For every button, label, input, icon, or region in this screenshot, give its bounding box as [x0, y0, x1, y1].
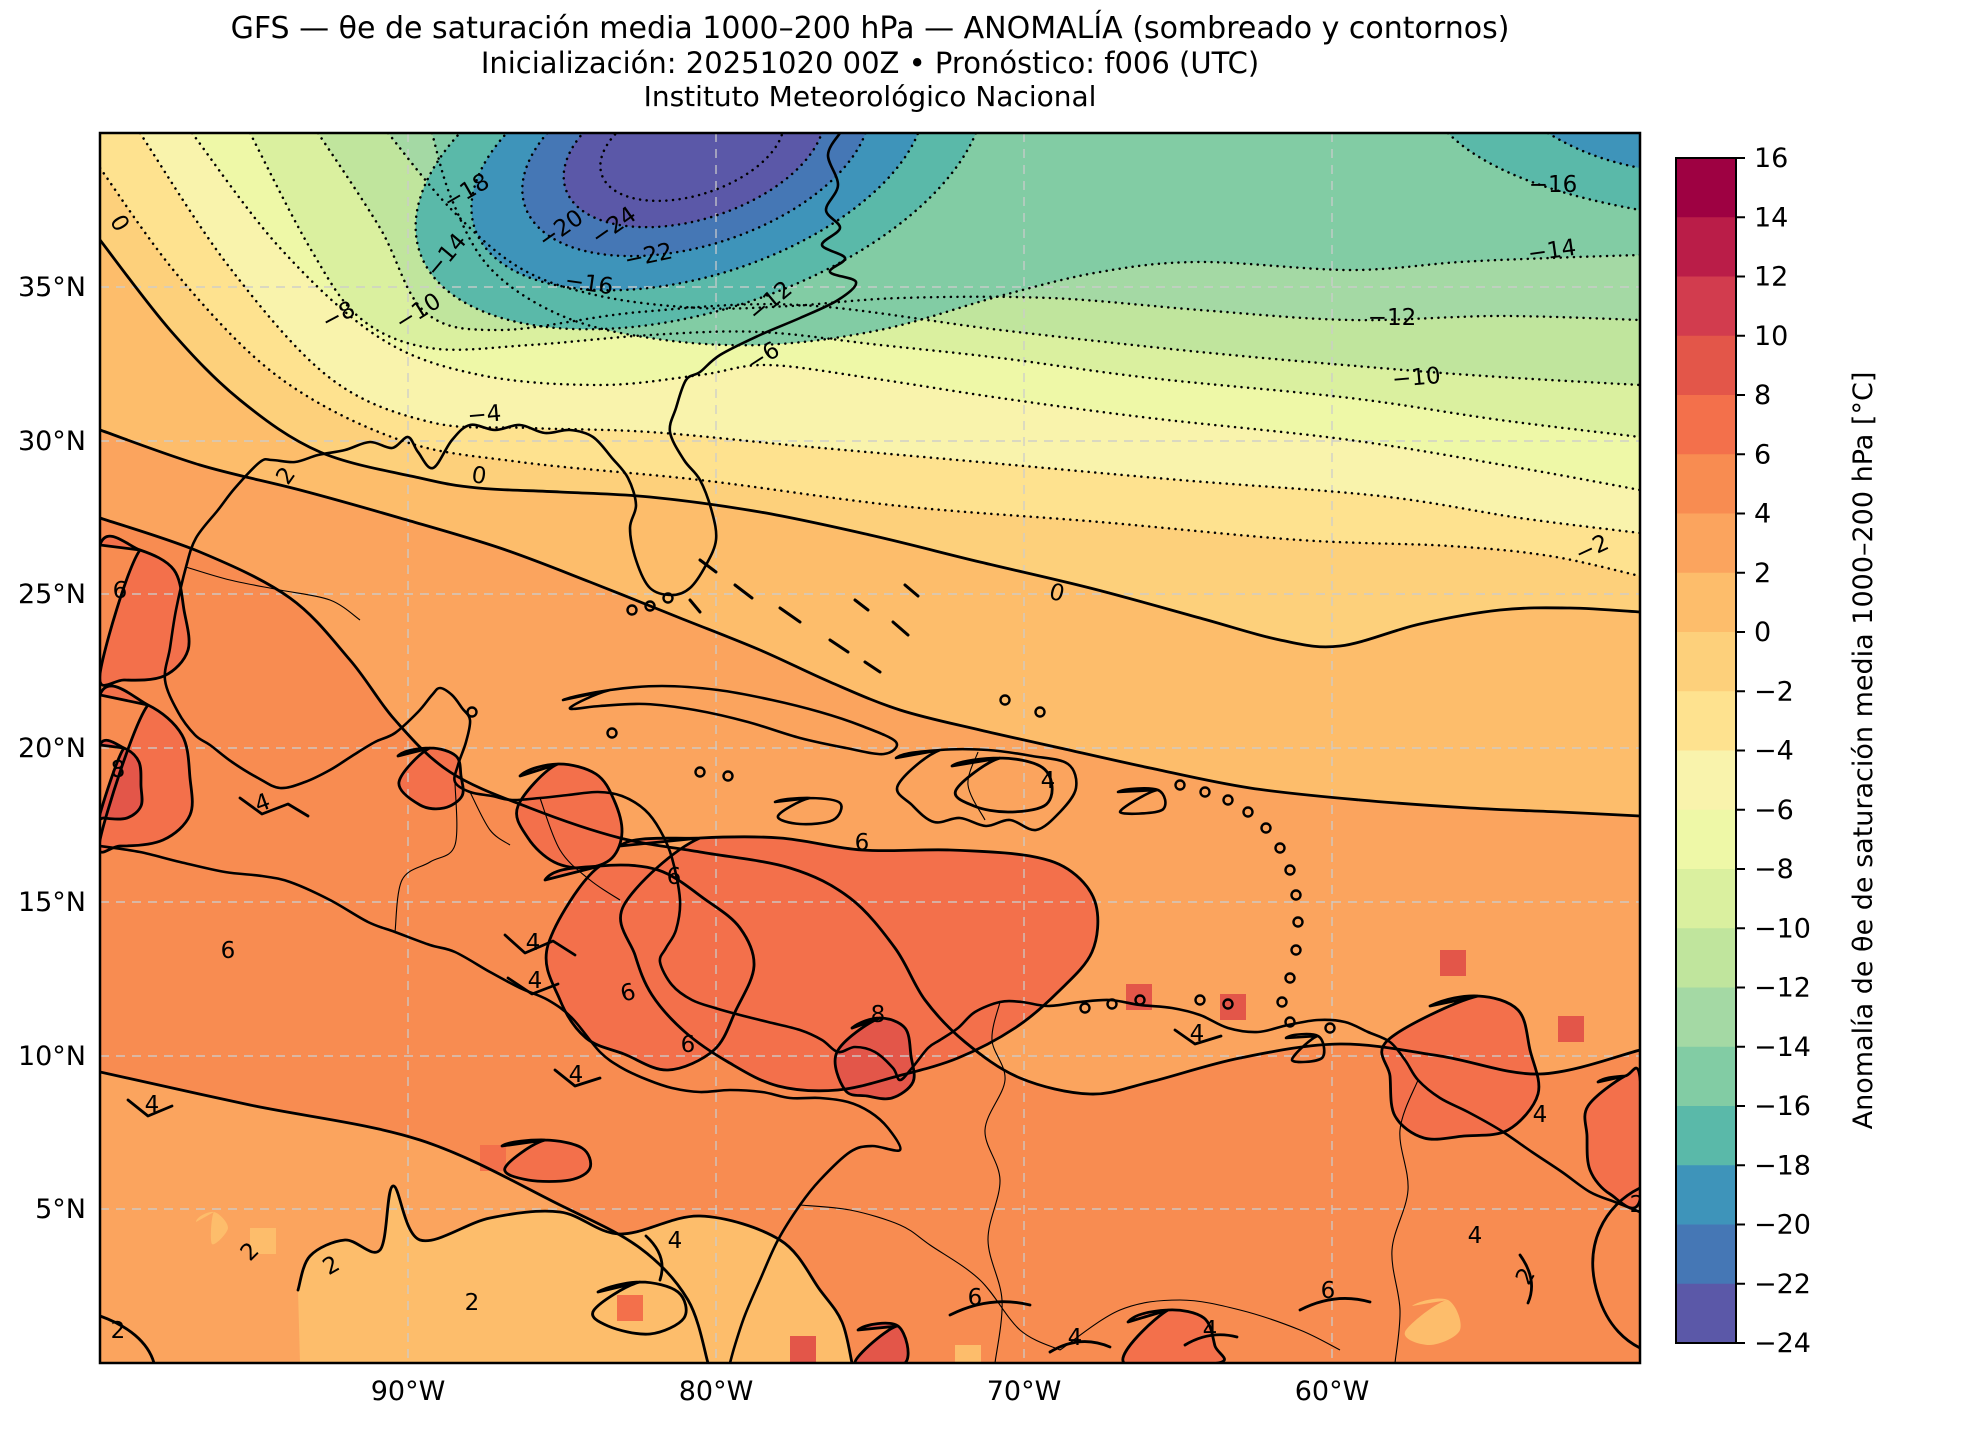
- coastlines: [100, 133, 1640, 1363]
- lon-tick-label: 60°W: [1295, 1376, 1370, 1407]
- contour-label: 6: [1321, 1278, 1336, 1304]
- contour-label: 6: [855, 830, 870, 856]
- colorbar-tick-label: −4: [1754, 736, 1794, 767]
- colorbar-tick-label: 10: [1754, 321, 1788, 352]
- contour-label: 4: [1203, 1317, 1218, 1343]
- contour-label: 2: [111, 1318, 126, 1344]
- contour-label: 4: [1190, 1021, 1205, 1047]
- contour-label: 6: [618, 979, 639, 1008]
- lat-tick-label: 15°N: [18, 887, 86, 918]
- contour-label: 6: [113, 578, 128, 604]
- contour-label: 4: [528, 968, 543, 994]
- contour-label: 4: [526, 930, 541, 956]
- contour-label: −12: [1368, 305, 1417, 331]
- contour-label: 6: [221, 938, 236, 964]
- lat-tick-label: 5°N: [35, 1194, 86, 1225]
- contour-label: 4: [1068, 1325, 1083, 1351]
- contour-label: −4: [466, 401, 502, 430]
- contour-label: 4: [1041, 768, 1056, 794]
- axis-tick-labels: 35°N 30°N 25°N 20°N 15°N 10°N 5°N 90°W 80°W 70°W 6…: [18, 272, 1369, 1407]
- contour-label: 4: [1533, 1102, 1548, 1128]
- negative-contours-dotted: [100, 133, 1640, 578]
- lat-tick-label: 20°N: [18, 733, 86, 764]
- map-area: −18−20−24−22−16−14−10−8 −12−6−4002−16−14−…: [100, 133, 1645, 1363]
- contour-label: 6: [968, 1285, 983, 1311]
- figure-subtitle-init-forecast: Inicialización: 20251020 00Z • Pronóstic…: [480, 46, 1260, 80]
- contour-label: 2: [465, 1290, 480, 1316]
- colorbar-tick-label: −18: [1754, 1150, 1811, 1181]
- colorbar-tick-label: 8: [1754, 380, 1771, 411]
- colorbar-tick-label: 16: [1754, 143, 1788, 174]
- contour-label: −10: [1391, 363, 1442, 393]
- colorbar-tick-label: −16: [1754, 1091, 1811, 1122]
- contour-label: 8: [871, 1002, 886, 1028]
- contour-label: 6: [667, 864, 682, 890]
- colorbar-axis-label: Anomalía de θe de saturación media 1000–…: [1848, 372, 1879, 1130]
- colorbar-tick-label: 6: [1754, 439, 1771, 470]
- map-border: [98, 131, 1642, 1365]
- contour-label: 0: [1046, 579, 1067, 608]
- latlon-gridlines: [100, 133, 1640, 1363]
- figure-title: GFS — θe de saturación media 1000–200 hP…: [230, 11, 1510, 46]
- title-block: GFS — θe de saturación media 1000–200 hP…: [100, 0, 1640, 114]
- colorbar-tick-label: 14: [1754, 202, 1788, 233]
- colorbar-tick-label: −2: [1754, 676, 1794, 707]
- contour-label: 4: [569, 1062, 584, 1088]
- colorbar-tick-label: −12: [1754, 973, 1811, 1004]
- colorbar-tick-label: −8: [1754, 854, 1794, 885]
- contour-label: 8: [111, 757, 126, 783]
- colorbar-tick-label: 2: [1754, 558, 1771, 589]
- contour-label: 0: [470, 462, 488, 490]
- colorbar-tick-label: 4: [1754, 499, 1771, 530]
- lon-tick-label: 80°W: [679, 1376, 754, 1407]
- colorbar-tick-label: −14: [1754, 1032, 1811, 1063]
- lon-tick-label: 90°W: [371, 1376, 446, 1407]
- lat-tick-label: 35°N: [18, 272, 86, 303]
- colorbar-tick-label: −6: [1754, 795, 1794, 826]
- contour-label: 4: [668, 1228, 683, 1254]
- contour-label: 6: [681, 1032, 696, 1058]
- figure-institution: Instituto Meteorológico Nacional: [643, 80, 1097, 113]
- lat-tick-label: 10°N: [18, 1041, 86, 1072]
- colorbar: 16 14 12 10 8 6 4 2 0 −2 −4 −6 −8 −10 −12 −14 −16 −18 −20 −…: [1675, 143, 1879, 1359]
- contour-label: −16: [1529, 172, 1578, 198]
- colorbar-tick-label: −10: [1754, 913, 1811, 944]
- colorbar-tick-label: −22: [1754, 1269, 1811, 1300]
- contour-label: 4: [145, 1092, 160, 1118]
- shaded-anomaly-field: [100, 133, 1640, 1363]
- colorbar-tick-label: 12: [1754, 262, 1788, 293]
- positive-contours-solid: [100, 238, 1640, 1363]
- lat-tick-label: 30°N: [18, 426, 86, 457]
- colorbar-tick-label: 0: [1754, 617, 1771, 648]
- contour-label: 4: [1468, 1223, 1483, 1249]
- colorbar-tick-label: −24: [1754, 1328, 1811, 1359]
- lat-tick-label: 25°N: [18, 579, 86, 610]
- contour-label: 2: [1630, 1192, 1645, 1218]
- lon-tick-label: 70°W: [987, 1376, 1062, 1407]
- colorbar-tick-label: −20: [1754, 1210, 1811, 1241]
